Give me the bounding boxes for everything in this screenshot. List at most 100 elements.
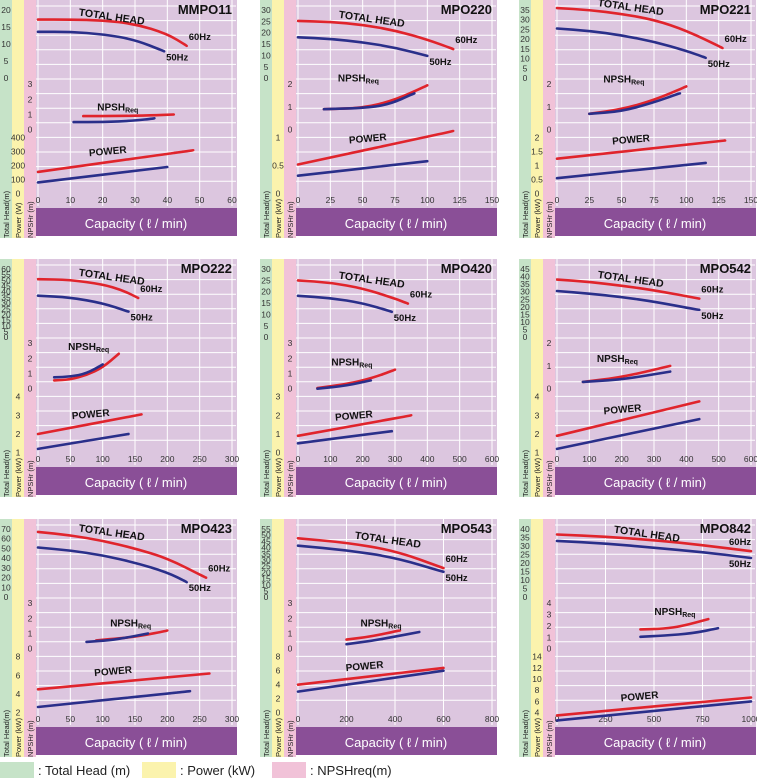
head-tick-label: 20 — [520, 558, 530, 568]
npsh-tick-label: 2 — [547, 621, 552, 631]
power-axis-column — [272, 0, 284, 238]
head-tick-label: 15 — [1, 315, 11, 325]
npsh-tick-label: 1 — [288, 369, 293, 379]
power-tick-label: 2 — [16, 708, 21, 718]
npsh-50hz-line — [72, 117, 156, 124]
legend-npsh-swatch — [272, 762, 306, 778]
chart-mpo221: Capacity ( ℓ / min)0 25 50 75 100 125 15005101… — [519, 0, 757, 238]
x-tick-label: 100 — [582, 454, 596, 464]
head-60hz-line — [555, 533, 753, 553]
npsh-tick-label: 0 — [288, 125, 293, 135]
head-tick-label: 55 — [261, 524, 271, 534]
x-tick-label: 150 — [485, 195, 499, 205]
power-label: POWER — [612, 133, 651, 147]
head-tick-label: 0 — [523, 332, 528, 342]
power-tick-label: 1 — [535, 448, 540, 458]
power-tick-label: 100 — [11, 175, 25, 185]
npsh-axis-column — [543, 0, 555, 238]
head-tick-label: 0 — [264, 592, 269, 602]
head-axis-title: Total Head(m) — [521, 709, 530, 757]
power-60hz-line — [296, 129, 455, 166]
npsh-tick-label: 1 — [547, 632, 552, 642]
head-tick-label: 55 — [1, 270, 11, 280]
power-50hz-line — [36, 689, 192, 709]
head-tick-label: 25 — [261, 561, 271, 571]
hz50-label: 50Hz — [189, 583, 211, 594]
head-tick-label: 35 — [1, 292, 11, 302]
hz60-label: 60Hz — [189, 32, 211, 43]
power-50hz-line — [36, 432, 130, 451]
head-tick-label: 5 — [523, 63, 528, 73]
head-50hz-line — [555, 539, 753, 560]
power-tick-label: 1 — [276, 429, 281, 439]
head-tick-label: 45 — [261, 536, 271, 546]
x-tick-label: 600 — [485, 454, 499, 464]
head-tick-label: 0 — [4, 332, 9, 342]
x-tick-label: 100 — [96, 454, 110, 464]
head-tick-label: 5 — [4, 56, 9, 66]
x-tick-label: 0 — [296, 714, 301, 724]
power-axis-column — [12, 259, 24, 497]
power-tick-label: 4 — [16, 689, 21, 699]
x-tick-label: 600 — [436, 714, 450, 724]
hz60-label: 60Hz — [701, 285, 723, 296]
chart-mpo543: Capacity ( ℓ / min)0 200 400 600 80005101520… — [260, 519, 499, 757]
chart-title: MPO222 — [181, 261, 232, 276]
npsh-tick-label: 0 — [28, 644, 33, 654]
hz50-label: 50Hz — [429, 57, 451, 68]
power-label: POWER — [349, 132, 388, 146]
chart-title: MPO543 — [441, 521, 492, 536]
npsh-tick-label: 0 — [547, 644, 552, 654]
x-tick-label: 100 — [96, 714, 110, 724]
hz50-label: 50Hz — [708, 59, 730, 70]
head-tick-label: 25 — [1, 304, 11, 314]
x-tick-label: 200 — [160, 714, 174, 724]
power-axis-title: Power (kW) — [533, 198, 542, 238]
npsh-axis-column — [284, 519, 296, 757]
chart-mpo842: Capacity ( ℓ / min)025050075010000510152… — [519, 519, 757, 757]
x-axis-title: Capacity ( ℓ / min) — [604, 216, 706, 231]
head-tick-label: 60 — [1, 264, 11, 274]
head-axis-title: Total Head(m) — [521, 190, 530, 238]
head-axis-title: Total Head(m) — [2, 449, 11, 497]
chart-title: MPO420 — [441, 261, 492, 276]
npsh-50hz-line — [316, 379, 373, 390]
legend-total-head-swatch — [0, 762, 34, 778]
power-tick-label: 400 — [11, 133, 25, 143]
head-60hz-line — [555, 6, 724, 50]
head-axis-column — [260, 0, 272, 238]
x-tick-label: 100 — [420, 195, 434, 205]
x-tick-label: 200 — [339, 714, 353, 724]
power-axis-title: Power (kW) — [274, 717, 283, 757]
x-tick-label: 200 — [160, 454, 174, 464]
head-axis-title: Total Head(m) — [262, 190, 271, 238]
x-tick-label: 200 — [356, 454, 370, 464]
x-axis-title: Capacity ( ℓ / min) — [345, 735, 447, 750]
head-axis-title: Total Head(m) — [262, 709, 271, 757]
npsh-tick-label: 4 — [547, 598, 552, 608]
npsh-axis-title: NPSHr (m) — [545, 201, 554, 238]
x-tick-label: 600 — [744, 454, 757, 464]
head-axis-column — [260, 519, 272, 757]
power-tick-label: 300 — [11, 147, 25, 157]
npsh-60hz-line — [82, 113, 176, 118]
hz60-label: 60Hz — [729, 537, 751, 548]
head-tick-label: 20 — [1, 5, 11, 15]
capacity-bar — [555, 467, 756, 495]
power-label: POWER — [94, 665, 133, 679]
power-50hz-line — [296, 429, 394, 445]
npsh-50hz-line — [52, 363, 104, 379]
npsh-tick-label: 1 — [288, 102, 293, 112]
power-tick-label: 0.5 — [531, 175, 543, 185]
x-tick-label: 400 — [679, 454, 693, 464]
npsh-50hz-line — [581, 370, 672, 384]
npsh-axis-title: NPSHr (m) — [286, 460, 295, 497]
npsh-tick-label: 0 — [28, 384, 33, 394]
power-tick-label: 0 — [276, 448, 281, 458]
hz50-label: 50Hz — [166, 52, 188, 63]
head-tick-label: 0 — [523, 592, 528, 602]
power-tick-label: 8 — [16, 652, 21, 662]
x-tick-label: 150 — [128, 714, 142, 724]
head-tick-label: 50 — [1, 543, 11, 553]
power-tick-label: 4 — [535, 392, 540, 402]
